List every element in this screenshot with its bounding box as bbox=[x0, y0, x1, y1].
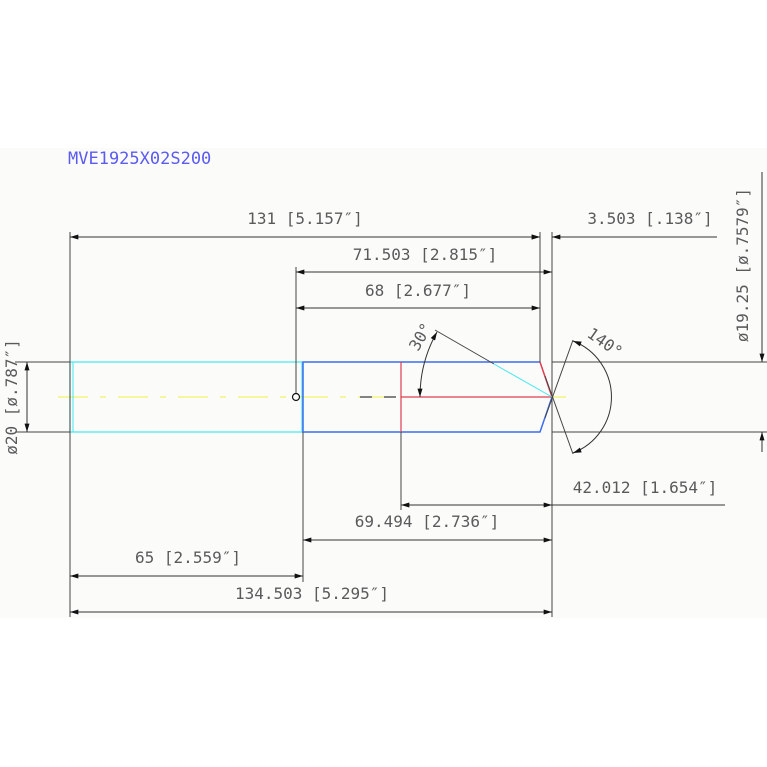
dim-71-503: 71.503 [2.815″] bbox=[296, 245, 553, 275]
dim-71-503-label: 71.503 [2.815″] bbox=[353, 245, 498, 264]
dim-diameter-19-25: ø19.25 [ø.7579″] bbox=[733, 172, 765, 452]
dim-diameter-20-label: ø20 [ø.787″] bbox=[2, 339, 21, 455]
part-number-title: MVE1925X02S200 bbox=[68, 149, 211, 169]
dim-69-494-label: 69.494 [2.736″] bbox=[355, 512, 500, 531]
dim-42-012: 42.012 [1.654″] bbox=[401, 478, 725, 508]
dim-131: 131 [5.157″] bbox=[70, 209, 541, 240]
extension-lines bbox=[15, 232, 767, 617]
dim-68: 68 [2.677″] bbox=[296, 281, 541, 311]
dim-diameter-20: ø20 [ø.787″] bbox=[2, 339, 30, 455]
dim-134-503: 134.503 [5.295″] bbox=[70, 584, 553, 615]
dim-65: 65 [2.559″] bbox=[70, 548, 303, 579]
dim-3-503-label: 3.503 [.138″] bbox=[587, 209, 712, 228]
dim-3-503: 3.503 [.138″] bbox=[520, 209, 717, 240]
dim-69-494: 69.494 [2.736″] bbox=[303, 512, 553, 543]
dim-diameter-19-25-label: ø19.25 [ø.7579″] bbox=[733, 188, 752, 342]
dim-42-012-label: 42.012 [1.654″] bbox=[573, 478, 718, 497]
dim-134-503-label: 134.503 [5.295″] bbox=[235, 584, 389, 603]
dim-131-label: 131 [5.157″] bbox=[247, 209, 363, 228]
dim-68-label: 68 [2.677″] bbox=[365, 281, 471, 300]
dim-65-label: 65 [2.559″] bbox=[135, 548, 241, 567]
